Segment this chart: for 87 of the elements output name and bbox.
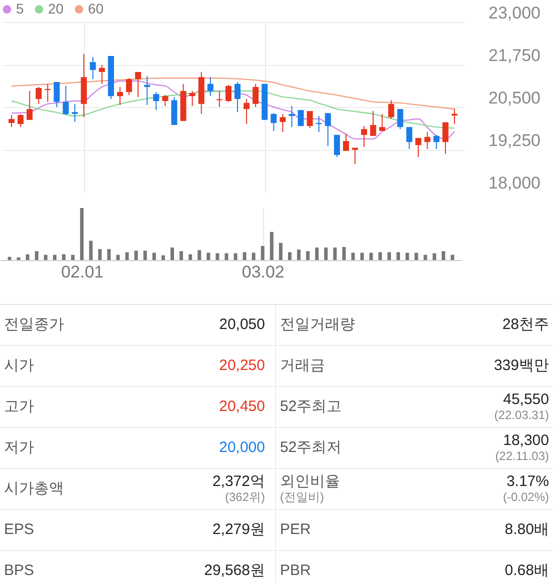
bar xyxy=(180,251,184,260)
category-label: 외인비율 (전일비) xyxy=(280,473,340,505)
y-tick-label: 19,250 xyxy=(488,131,540,150)
bar xyxy=(16,257,20,260)
bar xyxy=(26,254,30,260)
bar xyxy=(306,251,310,260)
text: 2,372억 (362위) xyxy=(212,473,265,504)
bar xyxy=(34,251,38,260)
bar xyxy=(360,252,364,260)
bar xyxy=(71,254,75,260)
bar xyxy=(297,250,301,260)
bar xyxy=(406,252,410,260)
bar xyxy=(134,250,138,260)
legend-label: 60 xyxy=(88,0,104,16)
text: 29,568원 xyxy=(204,562,265,580)
bar xyxy=(198,250,202,260)
y-tick-label: 23,000 xyxy=(488,4,540,22)
text: 28천주 xyxy=(502,316,549,334)
bar xyxy=(8,256,12,260)
category-label: PER xyxy=(280,521,311,539)
bar xyxy=(414,252,418,260)
category-label: 전일종가 xyxy=(4,316,64,334)
category-label: BPS xyxy=(4,562,34,580)
y-tick-label: 18,000 xyxy=(488,174,540,192)
legend-label: 20 xyxy=(48,0,64,16)
text: 20,050 xyxy=(219,316,265,334)
bar xyxy=(252,252,256,260)
bar xyxy=(396,252,400,260)
bar xyxy=(170,248,174,260)
bar xyxy=(188,254,192,260)
bar xyxy=(278,242,282,260)
bar xyxy=(424,254,428,260)
bar xyxy=(206,252,210,260)
bar xyxy=(161,255,165,260)
category-label: 시가총액 xyxy=(4,480,64,498)
x-tick-label: 02.01 xyxy=(61,262,104,282)
text: 0.68배 xyxy=(504,562,549,580)
text: 20,450 xyxy=(219,398,265,416)
y-tick-label: 20,500 xyxy=(488,88,540,108)
text: 3.17% (-0.02%) xyxy=(502,473,549,504)
bar xyxy=(44,254,48,260)
x-tick-label: 03.02 xyxy=(242,262,284,282)
bar xyxy=(351,252,355,260)
bar xyxy=(432,253,436,260)
bar xyxy=(116,254,120,260)
bar xyxy=(442,251,446,260)
text: 20,000 xyxy=(219,439,265,456)
category-label: 저가 xyxy=(4,439,34,457)
category-label: 전일거래량 xyxy=(280,316,355,334)
bar xyxy=(224,253,228,260)
bar xyxy=(216,253,220,260)
bar xyxy=(98,249,102,260)
bar xyxy=(288,252,292,260)
bar xyxy=(378,252,382,260)
text: 2,279원 xyxy=(212,521,265,538)
bar xyxy=(342,247,346,260)
bar xyxy=(387,252,391,260)
category-label: 52주최고 xyxy=(280,398,342,416)
category-label: 거래금 xyxy=(280,357,325,375)
text: 20,250 xyxy=(219,357,265,374)
category-label: 52주최저 xyxy=(280,439,342,457)
bar xyxy=(62,254,66,260)
text: 8.80배 xyxy=(504,521,549,538)
bar xyxy=(260,246,264,260)
bar xyxy=(315,248,319,260)
bar xyxy=(89,240,93,260)
bar xyxy=(333,248,337,260)
bar xyxy=(369,252,373,260)
text: 18,300 (22.11.03) xyxy=(495,432,549,463)
y-tick-label: 21,750 xyxy=(488,46,540,65)
bar xyxy=(125,252,129,260)
bar xyxy=(324,248,328,260)
legend-label: 5 xyxy=(16,0,24,16)
bar xyxy=(107,249,111,260)
bar xyxy=(242,252,246,260)
bar xyxy=(143,250,147,260)
category-label: 시가 xyxy=(4,357,34,375)
text: 339백만 xyxy=(494,357,549,374)
bar xyxy=(52,254,56,260)
category-label: 고가 xyxy=(4,398,34,416)
category-label: EPS xyxy=(4,521,34,539)
text: 45,550 (22.03.31) xyxy=(494,391,549,422)
bar xyxy=(152,252,156,260)
bar xyxy=(270,232,274,260)
bar xyxy=(450,254,454,260)
category-label: PBR xyxy=(280,562,311,580)
bar xyxy=(234,253,238,260)
